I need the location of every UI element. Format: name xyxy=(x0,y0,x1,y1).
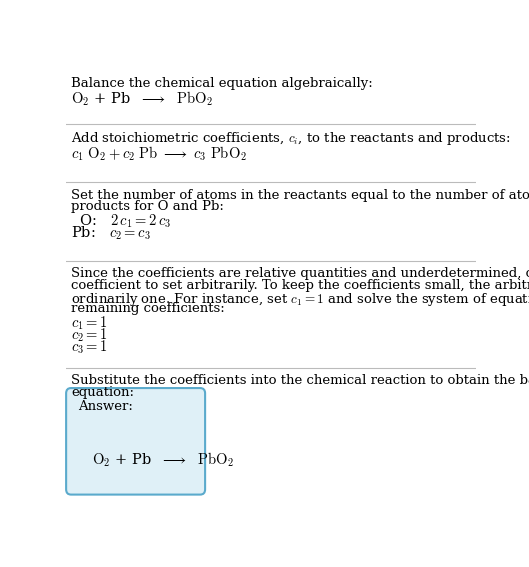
Text: Since the coefficients are relative quantities and underdetermined, choose a: Since the coefficients are relative quan… xyxy=(71,267,529,280)
Text: equation:: equation: xyxy=(71,386,134,399)
Text: Pb:   $c_2 = c_3$: Pb: $c_2 = c_3$ xyxy=(71,225,151,242)
Text: products for O and Pb:: products for O and Pb: xyxy=(71,200,224,213)
Text: $\mathrm{O_2}$ + Pb  $\longrightarrow$  $\mathrm{PbO_2}$: $\mathrm{O_2}$ + Pb $\longrightarrow$ $\… xyxy=(71,89,213,108)
Text: $\mathrm{O_2}$ + Pb  $\longrightarrow$  $\mathrm{PbO_2}$: $\mathrm{O_2}$ + Pb $\longrightarrow$ $\… xyxy=(92,450,234,468)
Text: $c_3 = 1$: $c_3 = 1$ xyxy=(71,338,108,356)
Text: $c_1\ \mathrm{O_2} + c_2\ \mathrm{Pb}\ \longrightarrow\ c_3\ \mathrm{PbO_2}$: $c_1\ \mathrm{O_2} + c_2\ \mathrm{Pb}\ \… xyxy=(71,145,247,163)
FancyBboxPatch shape xyxy=(66,388,205,494)
Text: Answer:: Answer: xyxy=(78,400,133,413)
Text: O:   $2\,c_1 = 2\,c_3$: O: $2\,c_1 = 2\,c_3$ xyxy=(75,213,171,230)
Text: coefficient to set arbitrarily. To keep the coefficients small, the arbitrary va: coefficient to set arbitrarily. To keep … xyxy=(71,279,529,292)
Text: Set the number of atoms in the reactants equal to the number of atoms in the: Set the number of atoms in the reactants… xyxy=(71,189,529,201)
Text: Add stoichiometric coefficients, $c_i$, to the reactants and products:: Add stoichiometric coefficients, $c_i$, … xyxy=(71,130,511,147)
Text: $c_2 = 1$: $c_2 = 1$ xyxy=(71,327,108,344)
Text: ordinarily one. For instance, set $c_1 = 1$ and solve the system of equations fo: ordinarily one. For instance, set $c_1 =… xyxy=(71,291,529,308)
Text: Substitute the coefficients into the chemical reaction to obtain the balanced: Substitute the coefficients into the che… xyxy=(71,374,529,387)
Text: remaining coefficients:: remaining coefficients: xyxy=(71,302,225,315)
Text: Balance the chemical equation algebraically:: Balance the chemical equation algebraica… xyxy=(71,77,373,90)
Text: $c_1 = 1$: $c_1 = 1$ xyxy=(71,315,108,332)
